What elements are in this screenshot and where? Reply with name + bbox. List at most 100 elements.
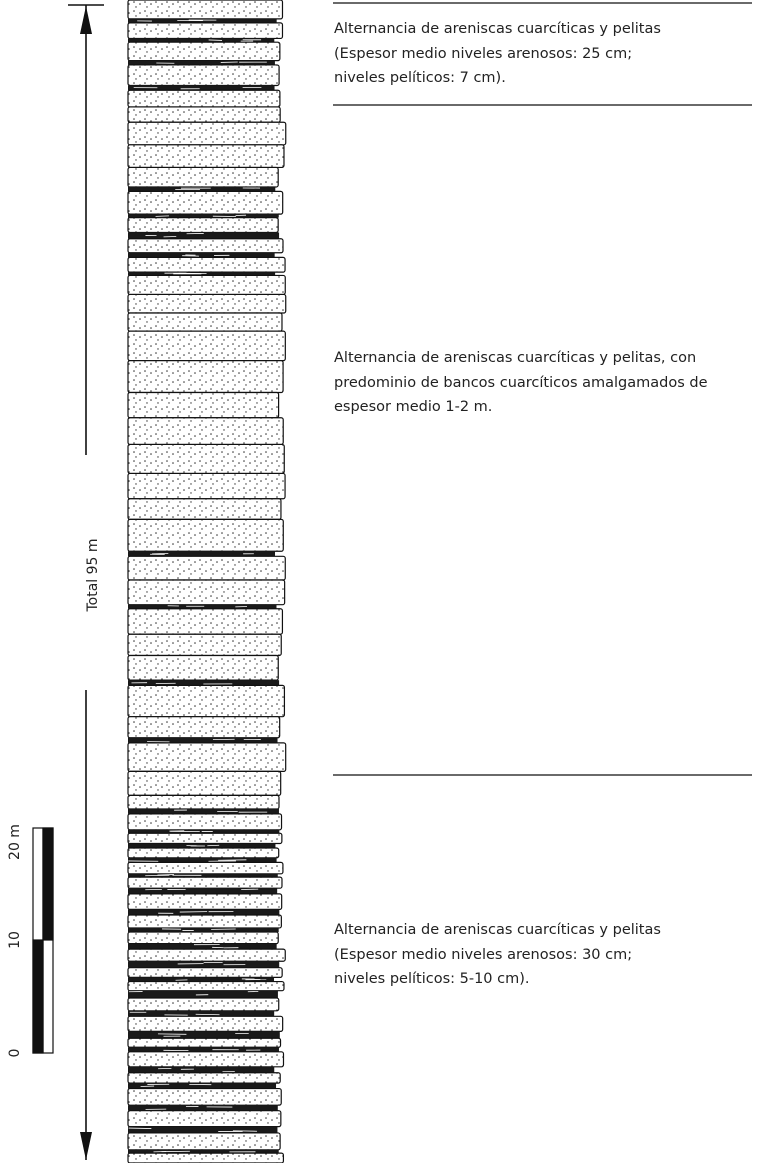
shale-bed bbox=[128, 186, 276, 192]
sandstone-bed bbox=[127, 893, 283, 911]
sandstone-bed bbox=[127, 256, 286, 273]
text-line: espesor medio 1-2 m. bbox=[334, 399, 492, 415]
text-line: (Espesor medio niveles arenosos: 25 cm; bbox=[334, 46, 632, 62]
sandstone-bed bbox=[127, 813, 283, 831]
unit-description: Alternancia de areniscas cuarcíticas y p… bbox=[334, 21, 661, 86]
sandstone-bed bbox=[127, 121, 287, 146]
total-thickness: Total 95 m bbox=[85, 538, 101, 612]
shale-bed bbox=[128, 808, 279, 814]
shale-bed bbox=[128, 1149, 279, 1154]
sandstone-bed bbox=[127, 472, 286, 500]
sandstone-bed bbox=[127, 914, 282, 929]
sandstone-bed bbox=[127, 166, 279, 188]
shale-bed bbox=[128, 873, 278, 878]
sandstone-bed bbox=[127, 742, 287, 773]
sandstone-bed bbox=[127, 360, 284, 394]
sandstone-bed bbox=[127, 443, 285, 475]
sandstone-bed bbox=[127, 1110, 282, 1128]
scale-label: 10 bbox=[7, 931, 23, 949]
sandstone-bed bbox=[127, 608, 284, 635]
sandstone-bed bbox=[127, 312, 283, 332]
shale-bed bbox=[128, 1047, 279, 1052]
sandstone-bed bbox=[127, 417, 284, 446]
shale-bed bbox=[128, 232, 280, 239]
sandstone-bed bbox=[127, 579, 286, 606]
shale-bed bbox=[128, 888, 278, 894]
sandstone-bed bbox=[127, 931, 279, 945]
arrow-head-down bbox=[80, 1132, 92, 1160]
sandstone-bed bbox=[127, 144, 285, 169]
scale-label: 0 bbox=[7, 1049, 23, 1058]
text-line: Alternancia de areniscas cuarcíticas y p… bbox=[334, 21, 661, 37]
sandstone-bed bbox=[127, 498, 282, 520]
sandstone-bed bbox=[127, 0, 284, 20]
sandstone-bed bbox=[127, 518, 284, 552]
sandstone-bed bbox=[127, 861, 284, 875]
shale-bed bbox=[128, 909, 280, 915]
sandstone-bed bbox=[127, 106, 281, 123]
shale-bed bbox=[128, 1126, 278, 1133]
shale-bed bbox=[128, 1066, 275, 1073]
shale-bed bbox=[128, 990, 278, 999]
text-line: (Espesor medio niveles arenosos: 30 cm; bbox=[334, 947, 632, 963]
shale-bed bbox=[128, 214, 279, 218]
sandstone-bed bbox=[127, 89, 281, 108]
sandstone-bed bbox=[127, 948, 286, 962]
sandstone-bed bbox=[127, 41, 281, 62]
unit-description: Alternancia de areniscas cuarcíticas y p… bbox=[334, 350, 708, 415]
sandstone-bed bbox=[127, 1132, 281, 1151]
sandstone-bed bbox=[127, 64, 280, 87]
text-line: predominio de bancos cuarcíticos amalgam… bbox=[334, 375, 708, 391]
text-line: niveles pelíticos: 7 cm). bbox=[334, 70, 506, 86]
sandstone-bed bbox=[127, 22, 284, 40]
sandstone-bed bbox=[127, 391, 280, 419]
unit-separators bbox=[333, 2, 752, 776]
shale-bed bbox=[128, 857, 277, 863]
shale-bed bbox=[128, 1105, 278, 1111]
sandstone-bed bbox=[127, 1087, 282, 1106]
shale-bed bbox=[128, 961, 280, 968]
sandstone-bed bbox=[127, 684, 286, 718]
text-line: Alternancia de areniscas cuarcíticas y p… bbox=[334, 350, 696, 366]
shale-bed bbox=[128, 927, 279, 933]
shale-bed bbox=[128, 60, 275, 65]
sandstone-bed bbox=[127, 716, 281, 739]
sandstone-bed bbox=[127, 967, 283, 978]
sandstone-bed bbox=[127, 980, 285, 992]
sandstone-bed bbox=[127, 330, 286, 362]
shale-bed bbox=[128, 252, 275, 258]
shale-bed bbox=[128, 1031, 280, 1039]
sandstone-bed bbox=[127, 633, 282, 657]
sandstone-bed bbox=[127, 238, 284, 254]
shale-bed bbox=[128, 737, 278, 743]
stratigraphic-column bbox=[127, 0, 287, 1163]
shale-bed bbox=[128, 604, 277, 609]
text-line: Alternancia de areniscas cuarcíticas y p… bbox=[334, 922, 661, 938]
sandstone-bed bbox=[127, 1051, 285, 1068]
shale-bed bbox=[128, 38, 275, 43]
shale-bed bbox=[128, 1010, 275, 1017]
shale-bed bbox=[128, 551, 276, 557]
sandstone-bed bbox=[127, 274, 286, 296]
shale-bed bbox=[128, 1083, 277, 1089]
sandstone-bed bbox=[127, 190, 284, 215]
sandstone-bed bbox=[127, 770, 282, 797]
shale-bed bbox=[128, 85, 275, 91]
sandstone-bed bbox=[127, 832, 283, 845]
shale-bed bbox=[128, 943, 277, 950]
sandstone-bed bbox=[127, 555, 286, 581]
sandstone-bed bbox=[127, 997, 280, 1012]
sandstone-bed bbox=[127, 217, 279, 234]
scale-label: 20 m bbox=[7, 824, 23, 860]
shale-bed bbox=[128, 680, 280, 686]
shale-bed bbox=[128, 977, 275, 982]
thickness-arrow bbox=[68, 4, 104, 1160]
sandstone-bed bbox=[127, 1037, 282, 1048]
sandstone-bed bbox=[127, 876, 283, 889]
scale-bar bbox=[32, 827, 54, 1054]
sandstone-bed bbox=[127, 1015, 284, 1032]
sandstone-bed bbox=[127, 293, 287, 314]
text-line: niveles pelíticos: 5-10 cm). bbox=[334, 971, 530, 987]
sandstone-bed bbox=[127, 794, 280, 810]
